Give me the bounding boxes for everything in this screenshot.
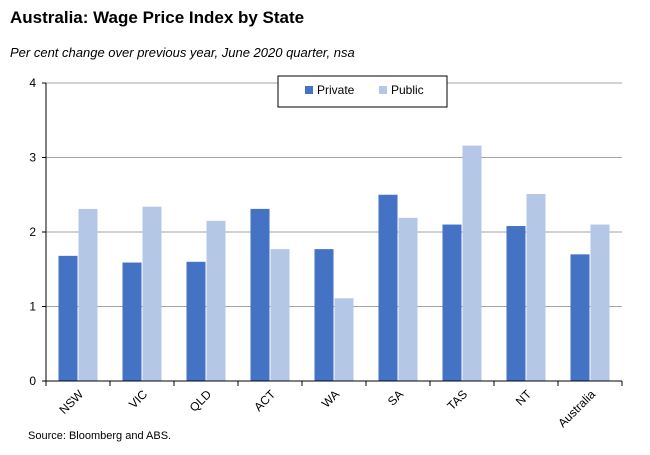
x-tick-label: NSW [56, 387, 86, 417]
legend-swatch-public [379, 86, 387, 94]
source-note: Source: Bloomberg and ABS. [28, 430, 172, 442]
bar-public-act [270, 249, 290, 381]
legend: Private Public [277, 75, 448, 108]
bar-public-australia [590, 224, 610, 381]
bar-private-qld [186, 261, 206, 381]
y-tick-label: 3 [29, 151, 36, 165]
bar-private-wa [314, 249, 334, 381]
x-tick-label: Australia [555, 387, 598, 430]
bar-private-act [250, 208, 270, 381]
bar-public-vic [142, 206, 162, 381]
bar-public-qld [206, 220, 226, 381]
y-tick-label: 1 [29, 300, 36, 314]
chart-subtitle: Per cent change over previous year, June… [10, 45, 355, 60]
x-tick-label: SA [385, 387, 406, 408]
x-tick-label: WA [319, 387, 342, 410]
bar-public-sa [398, 217, 418, 381]
x-tick-label: ACT [251, 387, 278, 414]
bar-public-tas [462, 145, 482, 381]
bar-private-sa [378, 194, 398, 381]
bars [58, 145, 610, 381]
legend-label-private: Private [317, 83, 355, 97]
legend-label-public: Public [391, 83, 424, 97]
bar-private-nsw [58, 255, 78, 381]
bar-private-tas [442, 224, 462, 381]
axes [42, 82, 623, 386]
y-tick-label: 0 [29, 374, 36, 388]
chart-title: Australia: Wage Price Index by State [10, 8, 305, 27]
x-tick-label: VIC [126, 387, 150, 411]
bar-private-vic [122, 262, 142, 381]
bar-private-australia [570, 254, 590, 381]
bar-public-wa [334, 298, 354, 381]
y-tick-label: 4 [29, 76, 36, 90]
bar-private-nt [506, 226, 526, 381]
grid-lines [46, 82, 622, 307]
x-tick-label: TAS [444, 387, 470, 413]
y-tick-label: 2 [29, 225, 36, 239]
legend-swatch-private [305, 86, 313, 94]
bar-public-nt [526, 194, 546, 381]
bar-public-nsw [78, 208, 98, 381]
x-tick-label: QLD [187, 387, 215, 415]
x-tick-label: NT [513, 387, 535, 409]
